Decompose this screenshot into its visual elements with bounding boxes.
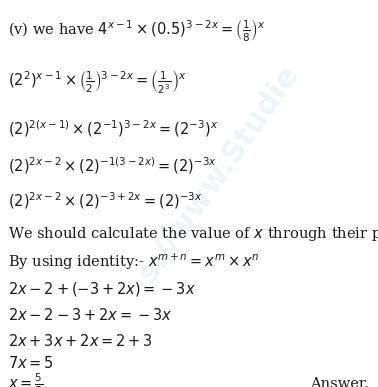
Text: $x = \frac{5}{7}$: $x = \frac{5}{7}$ <box>8 372 43 387</box>
Text: We should calculate the value of $x$ through their powers.: We should calculate the value of $x$ thr… <box>8 225 378 243</box>
Text: $2x + 3x + 2x = 2 + 3$: $2x + 3x + 2x = 2 + 3$ <box>8 333 153 349</box>
Text: $(2)^{2x-2} \times (2)^{-3+2x} = (2)^{-3x}$: $(2)^{2x-2} \times (2)^{-3+2x} = (2)^{-3… <box>8 190 203 211</box>
Text: (v) we have $4^{x-1} \times (0.5)^{3-2x} = \left(\frac{1}{8}\right)^{x}$: (v) we have $4^{x-1} \times (0.5)^{3-2x}… <box>8 18 265 44</box>
Text: Answer.: Answer. <box>310 377 369 387</box>
Text: $2x - 2 + (-3 + 2x) = -3x$: $2x - 2 + (-3 + 2x) = -3x$ <box>8 280 196 298</box>
Text: $2x - 2 - 3 + 2x = -3x$: $2x - 2 - 3 + 2x = -3x$ <box>8 307 172 323</box>
Text: $7x = 5$: $7x = 5$ <box>8 355 54 371</box>
Text: By using identity:- $x^{m+n} = x^{m} \times x^{n}$: By using identity:- $x^{m+n} = x^{m} \ti… <box>8 252 260 272</box>
Text: $(2^2)^{x-1} \times \left(\frac{1}{2}\right)^{3-2x} = \left(\frac{1}{2^3}\right): $(2^2)^{x-1} \times \left(\frac{1}{2}\ri… <box>8 68 186 96</box>
Text: $(2)^{2(x-1)} \times (2^{-1})^{3-2x} = (2^{-3})^x$: $(2)^{2(x-1)} \times (2^{-1})^{3-2x} = (… <box>8 118 218 139</box>
Text: $(2)^{2x-2} \times (2)^{-1(3-2x)} = (2)^{-3x}$: $(2)^{2x-2} \times (2)^{-1(3-2x)} = (2)^… <box>8 155 217 176</box>
Text: s://www.Studie: s://www.Studie <box>133 60 305 288</box>
